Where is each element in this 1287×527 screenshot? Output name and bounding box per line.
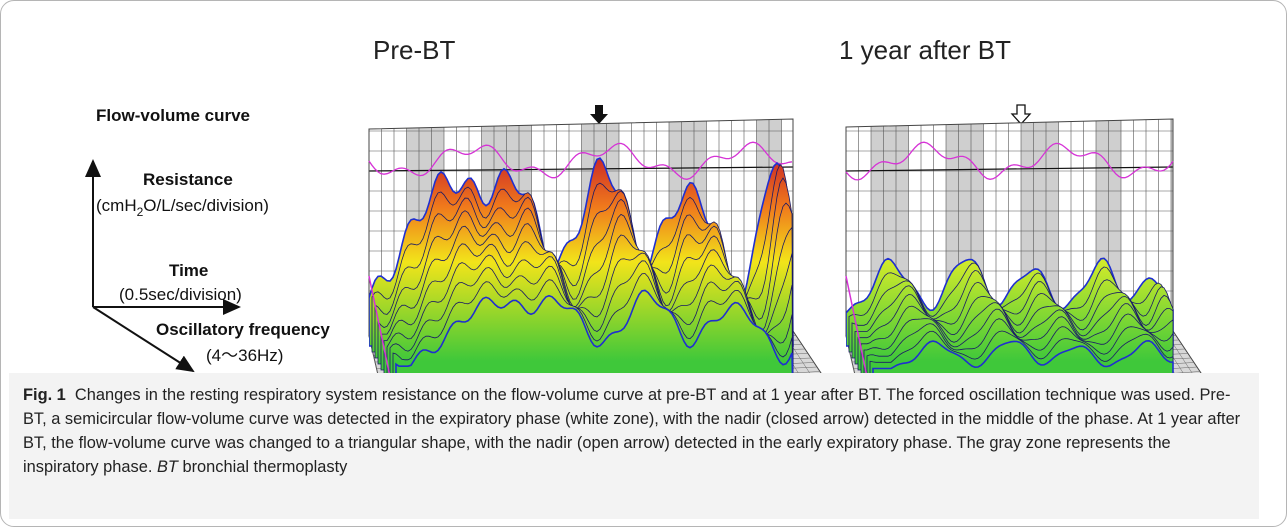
panel-title: Pre-BT <box>373 35 455 65</box>
axis-label: Resistance <box>143 170 233 189</box>
gray-zone <box>1184 119 1197 336</box>
axis-unit: (0.5sec/division) <box>119 285 242 304</box>
axis-label: Flow-volume curve <box>96 106 250 125</box>
plot-panel <box>368 118 822 373</box>
caption-text: Changes in the resting respiratory syste… <box>23 386 1241 476</box>
wall-line <box>846 166 1173 172</box>
caption-label: Fig. 1 <box>23 386 66 404</box>
gray-zone <box>1171 119 1173 336</box>
figure: Pre-BT 1 year after BT Flow-volume curve… <box>85 35 1202 373</box>
panel-title: 1 year after BT <box>839 35 1011 65</box>
closed-arrow <box>590 105 608 124</box>
flow-volume-curve <box>368 141 793 180</box>
diagonal-mark <box>845 275 867 373</box>
axis-arrow <box>92 306 195 373</box>
unit-subscript: 2 <box>137 205 144 219</box>
plot-panel <box>845 118 1202 373</box>
axis-unit: (4〜36Hz) <box>206 346 283 365</box>
unit-part: (cmH <box>96 196 137 215</box>
resistance-ridge <box>872 339 1174 373</box>
gray-zone <box>1046 119 1059 336</box>
resistance-ridge <box>395 289 794 373</box>
open-arrow <box>1010 104 1032 125</box>
wall-line <box>369 166 793 172</box>
caption: Fig. 1 Changes in the resting respirator… <box>9 373 1259 519</box>
caption-abbreviation: BT <box>156 458 178 476</box>
axis-label: Oscillatory frequency <box>156 320 330 339</box>
axis-unit: (cmH2O/L/sec/division) <box>96 196 269 219</box>
diagonal-mark <box>368 275 390 373</box>
flow-volume-curve <box>845 141 1174 181</box>
plots <box>368 118 1202 373</box>
caption-definition: bronchial thermoplasty <box>182 458 348 476</box>
unit-part: O/L/sec/division) <box>143 196 269 215</box>
axis-label: Time <box>169 261 208 280</box>
